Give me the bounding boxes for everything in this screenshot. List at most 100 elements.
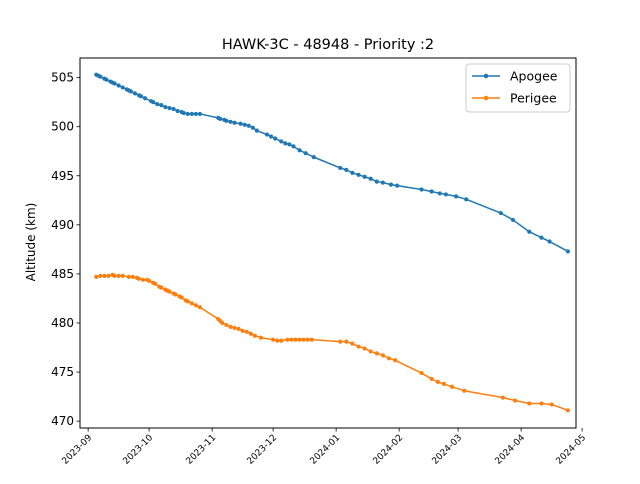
apogee-data-point — [368, 176, 373, 181]
y-tick-label: 490 — [51, 218, 74, 232]
apogee-data-point — [197, 111, 203, 117]
perigee-data-point — [248, 331, 253, 336]
perigee-data-point — [419, 370, 424, 376]
apogee-data-point — [264, 132, 270, 137]
apogee-data-point — [175, 108, 180, 114]
plot-area — [94, 72, 570, 413]
perigee-data-point — [380, 353, 385, 358]
perigee-data-point — [539, 401, 544, 406]
perigee-data-point — [120, 273, 125, 278]
apogee-data-point — [167, 105, 172, 111]
perigee-data-point — [301, 337, 306, 342]
perigee-data-point — [106, 273, 111, 278]
apogee-data-point — [273, 136, 278, 141]
legend-apogee-label: Apogee — [510, 69, 558, 84]
apogee-data-point — [297, 148, 302, 153]
apogee-data-point — [181, 110, 186, 116]
legend[interactable]: Apogee Perigee — [465, 63, 571, 113]
apogee-data-point — [539, 235, 544, 240]
perigee-data-point — [289, 337, 294, 342]
apogee-data-point — [311, 155, 316, 160]
apogee-data-point — [132, 91, 137, 96]
apogee-data-point — [527, 229, 532, 234]
plot-frame — [79, 57, 577, 429]
y-tick-label: 500 — [51, 120, 74, 134]
apogee-data-point — [228, 119, 233, 124]
perigee-data-point — [140, 277, 146, 282]
apogee-data-point — [395, 183, 400, 188]
apogee-data-point — [350, 170, 355, 175]
apogee-data-point — [171, 106, 176, 112]
perigee-data-point — [252, 333, 257, 338]
apogee-data-point — [283, 141, 288, 146]
y-tick-label: 475 — [51, 365, 74, 379]
y-axis: 470 475 480 485 490 495 500 505 — [51, 71, 80, 428]
apogee-data-point — [429, 189, 434, 194]
perigee-data-point — [220, 320, 225, 326]
perigee-data-point — [512, 398, 518, 403]
legend-apogee-marker — [483, 73, 489, 79]
perigee-data-point — [429, 376, 434, 382]
perigee-data-point — [126, 274, 131, 279]
apogee-data-point — [388, 182, 394, 187]
apogee-data-point — [238, 121, 243, 126]
apogee-data-point — [453, 194, 459, 199]
y-tick-label: 505 — [51, 71, 74, 85]
perigee-data-point — [374, 351, 379, 356]
perigee-data-point — [153, 281, 158, 286]
apogee-data-point — [218, 116, 223, 121]
legend-perigee-label: Perigee — [510, 91, 557, 106]
perigee-data-point — [102, 273, 107, 278]
apogee-data-point — [120, 85, 125, 90]
perigee-data-point — [305, 337, 310, 342]
perigee-data-point — [173, 292, 178, 297]
apogee-data-point — [116, 83, 121, 88]
apogee-data-point — [464, 197, 469, 202]
apogee-data-point — [344, 167, 349, 172]
apogee-data-point — [510, 217, 516, 223]
apogee-data-point — [246, 123, 251, 128]
perigee-data-point — [441, 381, 446, 386]
y-tick-label: 480 — [51, 316, 74, 330]
apogee-data-point — [254, 128, 259, 133]
perigee-data-point — [94, 274, 99, 279]
apogee-data-point — [189, 111, 194, 117]
apogee-data-point — [98, 74, 103, 79]
perigee-data-point — [368, 349, 373, 354]
apogee-data-point — [356, 172, 361, 177]
perigee-data-point — [338, 339, 343, 344]
perigee-data-point — [271, 337, 276, 342]
apogee-data-point — [437, 191, 442, 196]
perigee-data-point — [240, 328, 245, 333]
perigee-data-point — [167, 289, 172, 294]
perigee-data-point — [392, 358, 398, 363]
apogee-data-point — [565, 249, 570, 254]
perigee-data-point — [293, 337, 298, 342]
apogee-data-point — [128, 89, 133, 94]
apogee-data-point — [498, 210, 503, 216]
perigee-data-point — [462, 388, 467, 393]
apogee-data-point — [224, 118, 229, 123]
perigee-data-point — [549, 402, 554, 407]
apogee-data-point — [303, 151, 308, 156]
perigee-data-point — [189, 301, 194, 306]
apogee-data-point — [380, 180, 385, 185]
perigee-data-point — [130, 274, 135, 279]
perigee-data-point — [159, 285, 164, 290]
perigee-data-point — [565, 408, 570, 413]
perigee-data-point — [279, 338, 284, 343]
perigee-data-point — [179, 295, 184, 300]
perigee-data-point — [350, 341, 355, 346]
perigee-data-point — [112, 273, 117, 278]
perigee-data-point — [275, 338, 280, 343]
perigee-data-point — [309, 337, 314, 342]
apogee-data-point — [112, 81, 117, 86]
apogee-data-point — [268, 134, 274, 139]
apogee-data-point — [163, 104, 168, 110]
perigee-data-point — [185, 299, 190, 304]
perigee-data-point — [197, 305, 203, 310]
perigee-data-point — [236, 326, 241, 331]
apogee-data-point — [104, 77, 109, 82]
apogee-data-point — [419, 187, 424, 192]
